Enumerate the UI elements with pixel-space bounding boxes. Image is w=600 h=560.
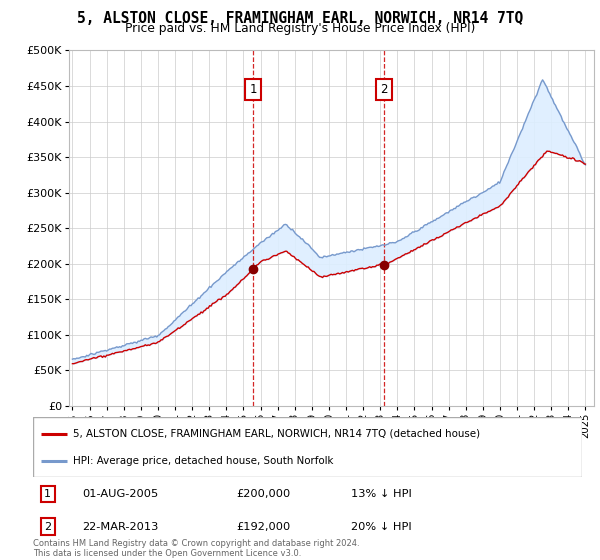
Text: 5, ALSTON CLOSE, FRAMINGHAM EARL, NORWICH, NR14 7TQ (detached house): 5, ALSTON CLOSE, FRAMINGHAM EARL, NORWIC… xyxy=(73,429,479,439)
Text: Price paid vs. HM Land Registry's House Price Index (HPI): Price paid vs. HM Land Registry's House … xyxy=(125,22,475,35)
Text: 1: 1 xyxy=(44,489,52,499)
Text: 5, ALSTON CLOSE, FRAMINGHAM EARL, NORWICH, NR14 7TQ: 5, ALSTON CLOSE, FRAMINGHAM EARL, NORWIC… xyxy=(77,11,523,26)
Text: 1: 1 xyxy=(250,83,257,96)
Text: 13% ↓ HPI: 13% ↓ HPI xyxy=(352,489,412,499)
Text: 2: 2 xyxy=(44,522,52,532)
Text: Contains HM Land Registry data © Crown copyright and database right 2024.
This d: Contains HM Land Registry data © Crown c… xyxy=(33,539,359,558)
Text: 20% ↓ HPI: 20% ↓ HPI xyxy=(352,522,412,532)
Text: 2: 2 xyxy=(380,83,388,96)
Text: 22-MAR-2013: 22-MAR-2013 xyxy=(82,522,159,532)
FancyBboxPatch shape xyxy=(33,417,582,477)
Text: £200,000: £200,000 xyxy=(236,489,290,499)
Text: HPI: Average price, detached house, South Norfolk: HPI: Average price, detached house, Sout… xyxy=(73,456,333,466)
Text: £192,000: £192,000 xyxy=(236,522,290,532)
Text: 01-AUG-2005: 01-AUG-2005 xyxy=(82,489,158,499)
